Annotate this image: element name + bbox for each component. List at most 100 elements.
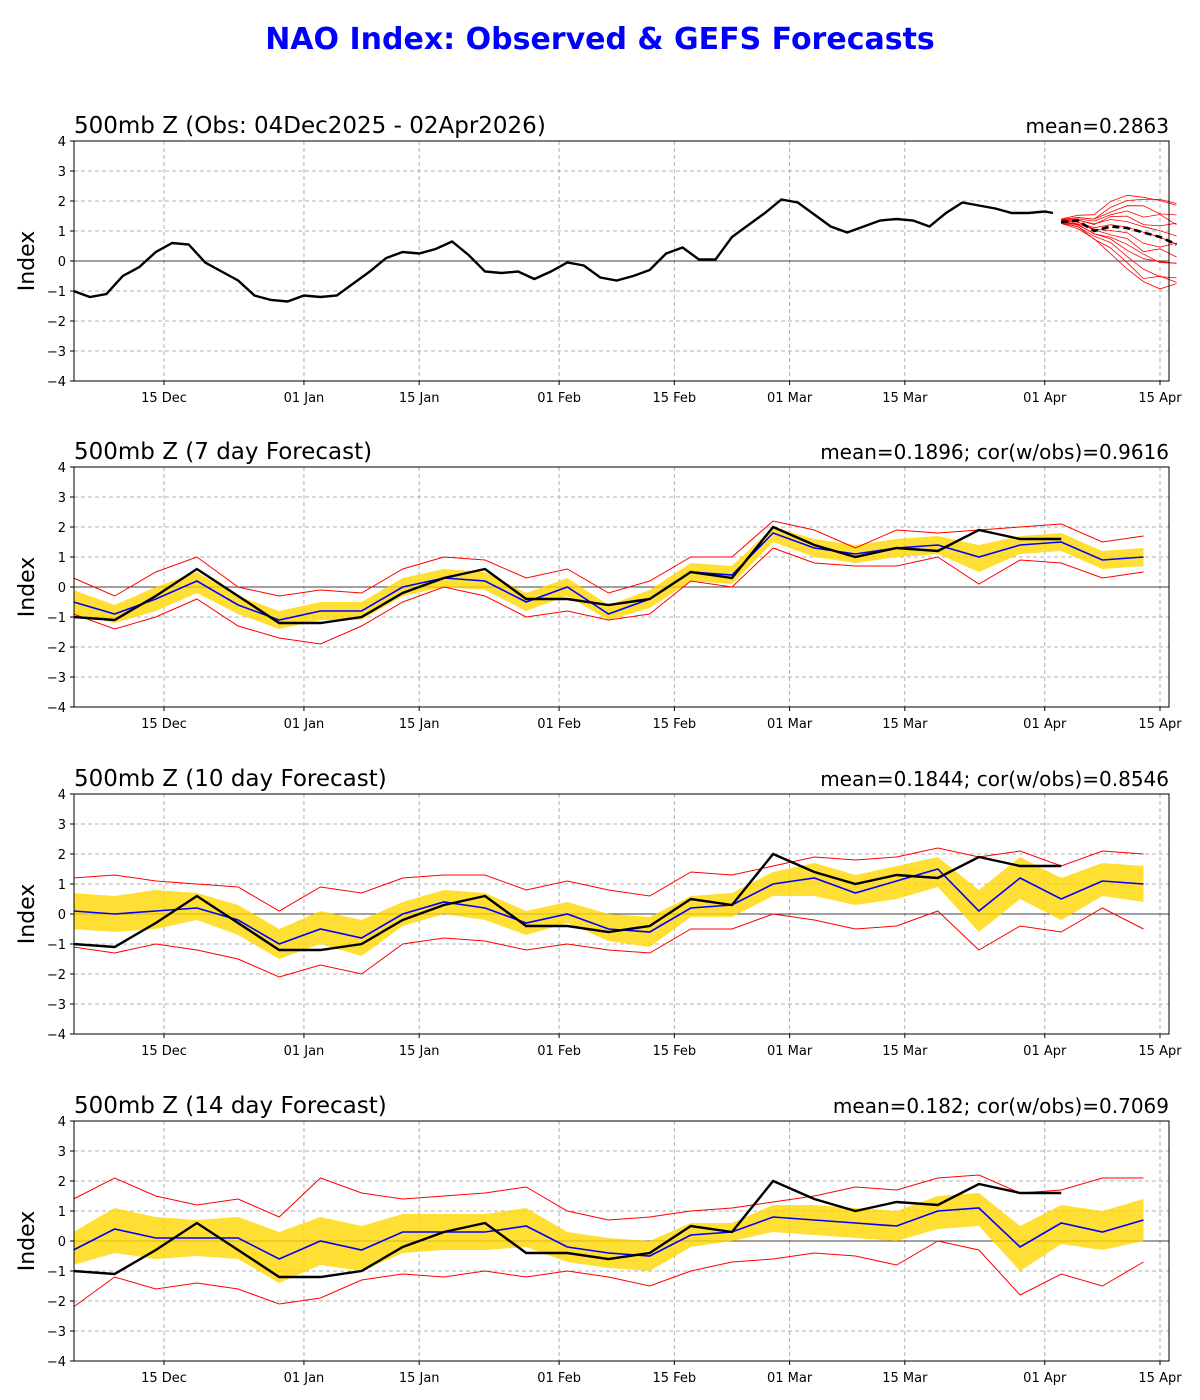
x-tick-label: 15 Dec — [141, 717, 187, 732]
y-axis-label: Index — [15, 231, 40, 292]
x-tick-label: 15 Dec — [141, 1371, 187, 1386]
y-axis-label: Index — [15, 884, 40, 945]
members-min-line — [73, 907, 1144, 978]
x-tick-label: 15 Mar — [882, 717, 928, 732]
x-tick-label: 15 Mar — [882, 391, 928, 406]
y-tick-label: −2 — [47, 1295, 66, 1310]
y-tick-label: 3 — [58, 491, 66, 506]
x-tick-label: 01 Mar — [767, 1044, 813, 1059]
x-tick-label: 01 Feb — [537, 1044, 581, 1059]
x-tick-label: 15 Feb — [652, 717, 696, 732]
y-axis-label: Index — [15, 557, 40, 618]
y-tick-label: 4 — [58, 461, 66, 476]
forecast-member-line — [1061, 221, 1177, 264]
forecast-member-line — [1061, 222, 1177, 283]
y-tick-label: 3 — [58, 1145, 66, 1160]
panel-title: 500mb Z (10 day Forecast) — [74, 766, 387, 792]
panel-stat: mean=0.1844; cor(w/obs)=0.8546 — [820, 767, 1169, 791]
y-tick-label: −1 — [47, 611, 66, 626]
x-tick-label: 01 Apr — [1023, 1044, 1067, 1059]
forecast-mean-line — [1061, 219, 1178, 246]
x-tick-label: 15 Jan — [399, 1371, 440, 1386]
y-tick-label: 1 — [58, 1205, 66, 1220]
observed-line — [73, 198, 1054, 303]
forecast-member-line — [1061, 194, 1177, 220]
chart-panel-3: 4 3 2 1 0 −1 −2 −3 −4 15 Dec 01 Jan 15 Jan 01 Feb 15 … — [15, 766, 1182, 1059]
panel-title: 500mb Z (Obs: 04Dec2025 - 02Apr2026) — [74, 113, 546, 139]
y-tick-label: −1 — [47, 938, 66, 953]
x-tick-label: 15 Apr — [1138, 717, 1182, 732]
x-tick-label: 15 Jan — [399, 391, 440, 406]
y-tick-label: 4 — [58, 788, 66, 803]
x-tick-label: 01 Apr — [1023, 391, 1067, 406]
y-tick-label: −3 — [47, 345, 66, 360]
forecast-member-line — [1061, 221, 1177, 258]
y-tick-label: 2 — [58, 848, 66, 863]
forecast-member-line — [1061, 223, 1177, 290]
members-max-line — [73, 1174, 1144, 1221]
x-tick-label: 01 Feb — [537, 717, 581, 732]
y-tick-label: −2 — [47, 315, 66, 330]
y-tick-label: −3 — [47, 998, 66, 1013]
members-min-line — [73, 1240, 1144, 1308]
y-tick-label: −1 — [47, 1265, 66, 1280]
x-tick-label: 15 Apr — [1138, 1044, 1182, 1059]
y-tick-label: −4 — [47, 701, 66, 716]
page-title: NAO Index: Observed & GEFS Forecasts — [265, 22, 935, 57]
x-tick-label: 01 Jan — [284, 717, 325, 732]
y-tick-label: 1 — [58, 878, 66, 893]
y-tick-label: 0 — [58, 908, 66, 923]
x-tick-label: 01 Apr — [1023, 717, 1067, 732]
x-tick-label: 15 Dec — [141, 391, 187, 406]
x-tick-label: 15 Apr — [1138, 391, 1182, 406]
members-max-line — [73, 520, 1144, 597]
x-tick-label: 15 Mar — [882, 1044, 928, 1059]
y-tick-label: 1 — [58, 225, 66, 240]
y-tick-label: −2 — [47, 641, 66, 656]
ensemble-mean-line — [73, 532, 1144, 621]
y-tick-label: 3 — [58, 165, 66, 180]
y-tick-label: −3 — [47, 1325, 66, 1340]
members-min-line — [73, 547, 1144, 645]
x-tick-label: 15 Dec — [141, 1044, 187, 1059]
ensemble-mean-line — [73, 868, 1144, 945]
y-tick-label: 2 — [58, 1175, 66, 1190]
ensemble-mean-line — [73, 1207, 1144, 1260]
chart-panel-4: 4 3 2 1 0 −1 −2 −3 −4 15 Dec 01 Jan 15 Jan 01 Feb 15 … — [15, 1093, 1182, 1386]
y-tick-label: 2 — [58, 521, 66, 536]
y-tick-label: 1 — [58, 551, 66, 566]
x-tick-label: 15 Feb — [652, 391, 696, 406]
x-tick-label: 01 Mar — [767, 717, 813, 732]
y-axis-label: Index — [15, 1211, 40, 1272]
observed-line — [73, 852, 1062, 952]
x-tick-label: 01 Mar — [767, 1371, 813, 1386]
x-tick-label: 01 Jan — [284, 1371, 325, 1386]
y-tick-label: −4 — [47, 375, 66, 390]
x-tick-label: 01 Feb — [537, 1371, 581, 1386]
x-tick-label: 01 Jan — [284, 391, 325, 406]
panel-stat: mean=0.182; cor(w/obs)=0.7069 — [833, 1094, 1169, 1118]
y-tick-label: 3 — [58, 818, 66, 833]
forecast-member-line — [1061, 210, 1177, 226]
y-tick-label: −4 — [47, 1028, 66, 1043]
y-tick-label: 2 — [58, 195, 66, 210]
y-tick-label: 4 — [58, 135, 66, 150]
x-tick-label: 01 Feb — [537, 391, 581, 406]
forecast-member-line — [1061, 215, 1177, 227]
y-tick-label: −3 — [47, 671, 66, 686]
x-tick-label: 15 Mar — [882, 1371, 928, 1386]
forecast-member-line — [1061, 222, 1177, 279]
y-tick-label: −2 — [47, 968, 66, 983]
x-tick-label: 15 Jan — [399, 717, 440, 732]
y-tick-label: 0 — [58, 255, 66, 270]
observed-line — [73, 1179, 1062, 1279]
members-max-line — [73, 847, 1144, 912]
chart-panel-1: 4 3 2 1 0 −1 −2 −3 −4 15 Dec 01 Jan 15 Jan 01 Feb 15 … — [15, 113, 1182, 406]
x-tick-label: 01 Mar — [767, 391, 813, 406]
y-tick-label: 4 — [58, 1115, 66, 1130]
x-tick-label: 01 Jan — [284, 1044, 325, 1059]
spread-band — [73, 1193, 1144, 1283]
x-tick-label: 15 Feb — [652, 1044, 696, 1059]
panel-title: 500mb Z (14 day Forecast) — [74, 1093, 387, 1119]
